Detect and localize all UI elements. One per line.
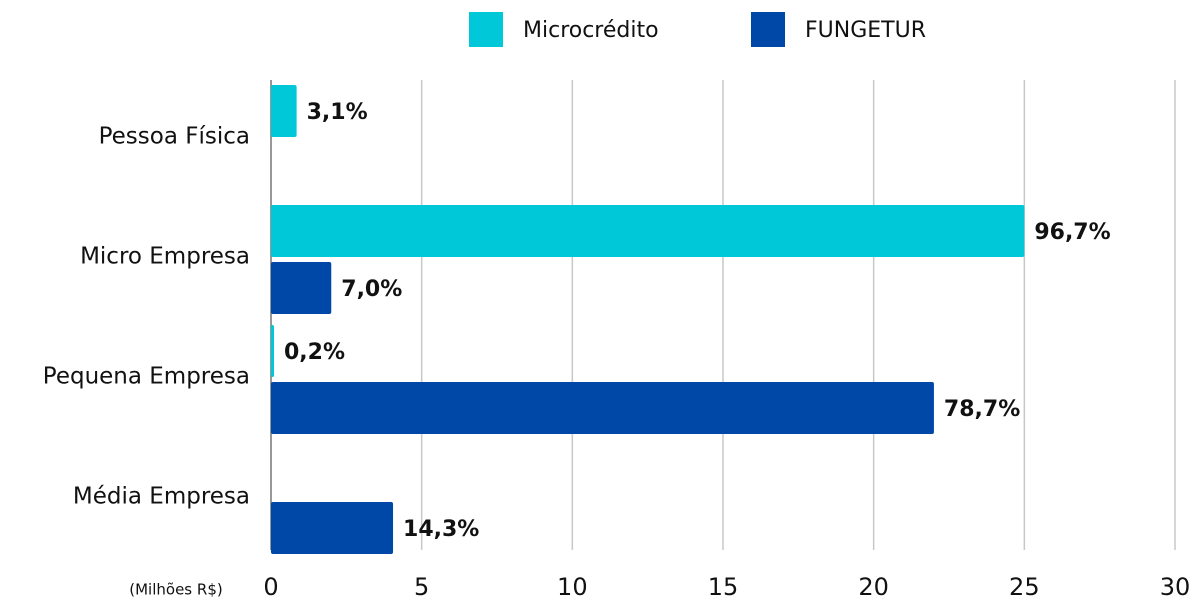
legend-label: FUNGETUR — [805, 18, 926, 43]
bar — [271, 325, 275, 377]
x-tick-label: 15 — [708, 573, 739, 600]
data-label: 7,0% — [341, 277, 402, 302]
y-tick-label: Média Empresa — [73, 484, 250, 510]
data-label: 78,7% — [944, 397, 1020, 422]
data-label: 14,3% — [403, 517, 479, 542]
data-label: 96,7% — [1034, 220, 1110, 245]
x-tick-label: 10 — [557, 573, 588, 600]
x-axis-label: (Milhões R$) — [129, 581, 222, 599]
bar — [271, 502, 394, 554]
data-label: 3,1% — [307, 100, 368, 125]
legend-swatch — [751, 12, 785, 47]
y-tick-label: Pequena Empresa — [43, 364, 250, 390]
bar — [271, 262, 332, 314]
bar — [271, 85, 297, 137]
x-tick-label: 20 — [858, 573, 889, 600]
data-label: 0,2% — [284, 340, 345, 365]
x-tick-label: 0 — [263, 573, 278, 600]
y-tick-label: Micro Empresa — [80, 244, 250, 270]
y-tick-label: Pessoa Física — [99, 124, 250, 150]
bar — [271, 205, 1025, 257]
x-tick-label: 5 — [414, 573, 429, 600]
x-tick-label: 30 — [1160, 573, 1191, 600]
x-tick-label: 25 — [1009, 573, 1040, 600]
bar — [271, 382, 934, 434]
legend-label: Microcrédito — [523, 18, 659, 43]
legend-swatch — [469, 12, 503, 47]
